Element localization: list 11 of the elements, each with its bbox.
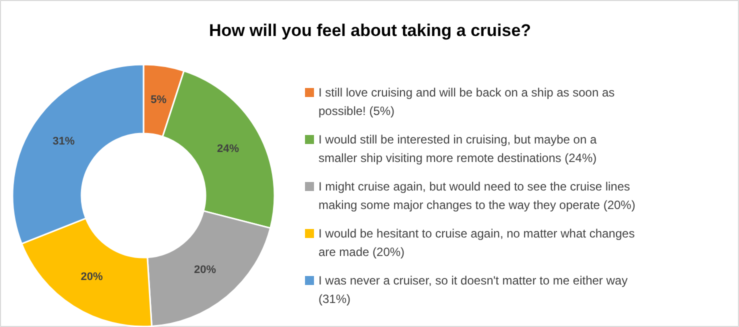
data-label: 31% (52, 135, 75, 148)
data-label: 24% (217, 143, 240, 156)
legend-label: I would still be interested in cruising, but maybe on a smaller ship visiting more remote destinations (24%) (318, 132, 597, 165)
legend-label: I might cruise again, but would need to see the cruise lines making some major changes to the way they operate (20%) (318, 180, 636, 212)
chart-title: How will you feel about taking a cruise? (208, 21, 532, 40)
data-label: 5% (150, 94, 167, 106)
legend-label: I would be hesitant to cruise again, no matter what changes are made (20%) (318, 226, 635, 259)
data-label: 20% (194, 264, 216, 276)
data-label: 20% (80, 270, 104, 283)
legend-label: I was never a cruiser, so it doesn't matter to me either way (31%) (318, 274, 628, 306)
legend-label: I still love cruising and will be back on a ship as soon as possible! (5%) (318, 86, 615, 118)
